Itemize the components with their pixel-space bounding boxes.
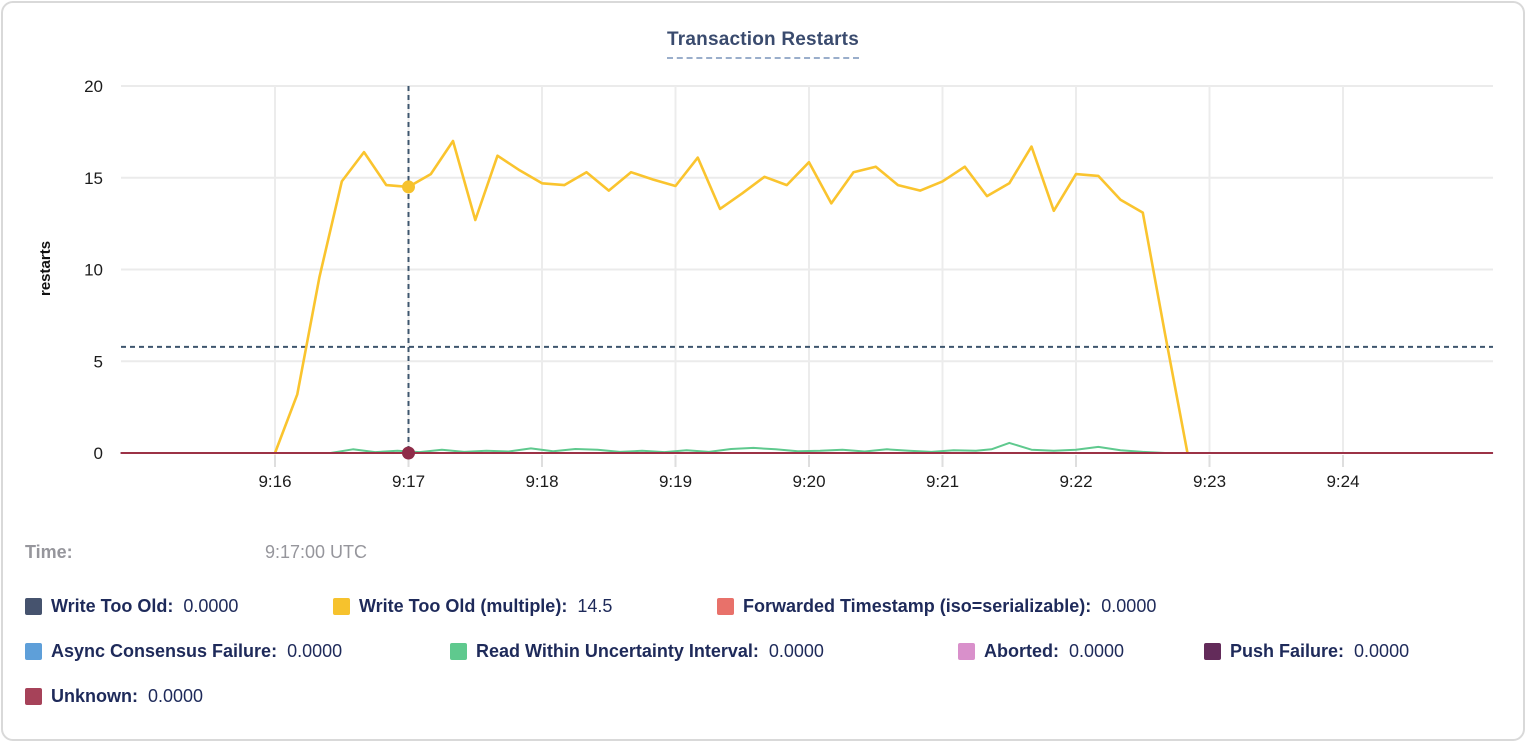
- legend-swatch: [25, 597, 42, 615]
- x-tick-label: 9:19: [659, 472, 692, 491]
- y-tick-label: 15: [84, 169, 103, 188]
- legend-item-write-too-old: Write Too Old: 0.0000: [25, 596, 333, 617]
- legend-value: 0.0000: [768, 640, 824, 661]
- legend-item-push-failure: Push Failure: 0.0000: [1204, 641, 1409, 662]
- legend-swatch: [717, 597, 734, 615]
- legend-value: 0.0000: [287, 640, 343, 661]
- x-tick-label: 9:17: [392, 472, 425, 491]
- legend-row: Async Consensus Failure: 0.0000 Read Wit…: [25, 639, 1503, 663]
- legend-item-unknown: Unknown: 0.0000: [25, 686, 203, 707]
- legend-item-read-within-uncertainty: Read Within Uncertainty Interval: 0.0000: [450, 641, 958, 662]
- legend-swatch: [1204, 642, 1221, 660]
- legend-label: Async Consensus Failure:: [51, 640, 278, 661]
- y-tick-label: 5: [94, 352, 103, 371]
- legend-label: Unknown:: [51, 685, 138, 706]
- time-label: Time:: [25, 541, 73, 562]
- x-tick-label: 9:21: [926, 472, 959, 491]
- y-tick-label: 0: [94, 444, 103, 463]
- legend-label: Read Within Uncertainty Interval:: [476, 640, 759, 661]
- legend-label: Push Failure:: [1230, 640, 1345, 661]
- legend-swatch: [25, 642, 42, 660]
- legend-value: 0.0000: [148, 685, 204, 706]
- legend-row: Write Too Old: 0.0000 Write Too Old (mul…: [25, 594, 1503, 618]
- x-tick-label: 9:16: [258, 472, 291, 491]
- series-line-read-within-uncertainty-interval: [329, 441, 1166, 454]
- x-tick-label: 9:24: [1326, 472, 1359, 491]
- legend-label: Forwarded Timestamp (iso=serializable):: [743, 595, 1092, 616]
- x-tick-label: 9:22: [1059, 472, 1092, 491]
- legend-label: Write Too Old:: [51, 595, 174, 616]
- legend-swatch: [25, 687, 42, 705]
- y-tick-label: 10: [84, 261, 103, 280]
- x-tick-label: 9:20: [792, 472, 825, 491]
- legend-label: Write Too Old (multiple):: [359, 595, 568, 616]
- legend-value: 0.0000: [1069, 640, 1125, 661]
- hover-dot: [402, 446, 415, 460]
- legend-value: 0.0000: [1101, 595, 1157, 616]
- legend-swatch: [450, 642, 467, 660]
- chart-header: Transaction Restarts: [3, 29, 1523, 59]
- legend-value: 14.5: [577, 595, 613, 616]
- legend: Time: 9:17:00 UTC Write Too Old: 0.0000 …: [25, 540, 1503, 729]
- legend-value: 0.0000: [183, 595, 239, 616]
- legend-item-aborted: Aborted: 0.0000: [958, 641, 1204, 662]
- chart-plot[interactable]: 0 5 10 15 20 9:16 9:17 9:18 9:19 9:20 9:21 9:22 9:23…: [3, 3, 1525, 508]
- x-tick-label: 9:18: [525, 472, 558, 491]
- y-axis-label: restarts: [37, 240, 54, 296]
- time-value: 9:17:00 UTC: [265, 541, 368, 562]
- hover-time-row: Time: 9:17:00 UTC: [25, 540, 1503, 564]
- legend-swatch: [333, 597, 350, 615]
- legend-label: Aborted:: [984, 640, 1059, 661]
- legend-item-write-too-old-multiple: Write Too Old (multiple): 14.5: [333, 596, 717, 617]
- legend-item-forwarded-timestamp: Forwarded Timestamp (iso=serializable): …: [717, 596, 1156, 617]
- hover-dot: [402, 180, 415, 194]
- x-tick-label: 9:23: [1193, 472, 1226, 491]
- chart-title[interactable]: Transaction Restarts: [667, 29, 859, 59]
- legend-swatch: [958, 642, 975, 660]
- series-line-write-too-old-multiple-: [273, 139, 1189, 455]
- legend-row: Unknown: 0.0000: [25, 684, 1503, 708]
- y-tick-label: 20: [84, 77, 103, 96]
- legend-item-async-consensus-failure: Async Consensus Failure: 0.0000: [25, 641, 450, 662]
- legend-value: 0.0000: [1354, 640, 1410, 661]
